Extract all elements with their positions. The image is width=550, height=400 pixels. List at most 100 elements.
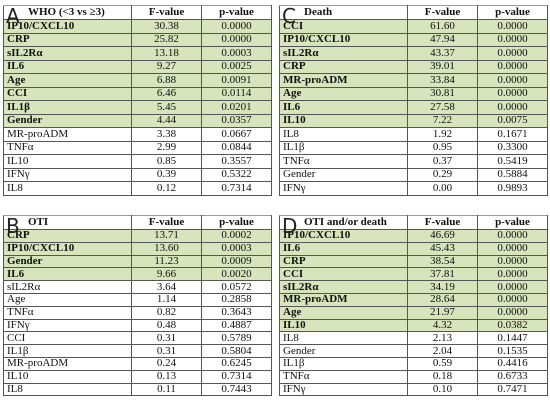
cell: 0.0075 bbox=[477, 113, 548, 128]
row: IL10 4.32 0.0382 bbox=[279, 318, 548, 333]
cell: 13.60 bbox=[131, 241, 202, 256]
cell: 21.97 bbox=[407, 305, 478, 320]
cell: IL6 bbox=[279, 100, 408, 115]
cell: 0.0572 bbox=[201, 280, 272, 294]
cell: 0.0000 bbox=[477, 86, 548, 101]
cell: 0.0382 bbox=[477, 318, 548, 333]
header-cell: p-value bbox=[477, 215, 548, 230]
cell: 7.22 bbox=[407, 113, 478, 128]
cell: 0.0000 bbox=[477, 46, 548, 61]
cell: 0.0000 bbox=[477, 267, 548, 282]
cell: sIL2Rα bbox=[279, 46, 408, 61]
cell: IP10/CXCL10 bbox=[279, 32, 408, 47]
cell: 0.0114 bbox=[201, 86, 272, 101]
cell: TNFα bbox=[279, 154, 408, 169]
cell: 0.0000 bbox=[201, 32, 272, 47]
cell: 39.01 bbox=[407, 59, 478, 74]
header-cell: p-value bbox=[201, 215, 272, 230]
header-cell: p-value bbox=[201, 5, 272, 20]
cell: IL1β bbox=[279, 140, 408, 155]
cell: 0.13 bbox=[131, 369, 202, 384]
cell: 1.14 bbox=[131, 292, 202, 307]
cell: TNFα bbox=[279, 369, 408, 384]
cell: 13.71 bbox=[131, 229, 202, 243]
cell: IL8 bbox=[3, 181, 132, 196]
row: CCI 6.46 0.0114 bbox=[3, 86, 272, 101]
cell: Age bbox=[279, 86, 408, 101]
header-cell: OTI bbox=[3, 215, 132, 230]
row: MR-proADM 33.84 0.0000 bbox=[279, 73, 548, 88]
header-cell: F-value bbox=[131, 215, 202, 230]
cell: 0.7314 bbox=[201, 369, 272, 384]
cell: CRP bbox=[279, 254, 408, 269]
row: sIL2Rα 43.37 0.0000 bbox=[279, 46, 548, 61]
cell: IP10/CXCL10 bbox=[3, 241, 132, 256]
cell: 0.85 bbox=[131, 154, 202, 169]
cell: CCI bbox=[279, 267, 408, 282]
row: IFNγ 0.00 0.9893 bbox=[279, 181, 548, 196]
cell: 0.0000 bbox=[477, 292, 548, 307]
panel: WHO (<3 vs ≥3) F-value p-value IP10/CXCL10 3… bbox=[3, 4, 272, 196]
cell: CRP bbox=[3, 32, 132, 47]
row: sIL2Rα 34.19 0.0000 bbox=[279, 280, 548, 294]
cell: IFNγ bbox=[279, 181, 408, 196]
cell: IL1β bbox=[279, 356, 408, 371]
cell: 0.0000 bbox=[477, 32, 548, 47]
cell: CRP bbox=[279, 59, 408, 74]
cell: 0.1535 bbox=[477, 344, 548, 358]
panel: Death F-value p-value CCI 61.60 0.0000 IP10/CX… bbox=[279, 4, 548, 196]
row: Gender 0.29 0.5884 bbox=[279, 167, 548, 182]
cell: 0.0003 bbox=[201, 241, 272, 256]
cell: 0.0002 bbox=[201, 229, 272, 243]
row: IL10 0.85 0.3557 bbox=[3, 154, 272, 169]
cell: IFNγ bbox=[3, 167, 132, 182]
cell: 13.18 bbox=[131, 46, 202, 61]
cell: 0.5322 bbox=[201, 167, 272, 182]
row: MR-proADM 3.38 0.0667 bbox=[3, 127, 272, 142]
cell: 0.18 bbox=[407, 369, 478, 384]
cell: IL8 bbox=[279, 331, 408, 346]
cell: 38.54 bbox=[407, 254, 478, 269]
cell: 3.64 bbox=[131, 280, 202, 294]
panel-letter: D bbox=[282, 214, 298, 238]
cell: sIL2Rα bbox=[3, 46, 132, 61]
cell: 0.6245 bbox=[201, 356, 272, 371]
panel: OTI and/or death F-value p-value IP10/CXCL1… bbox=[279, 214, 548, 397]
cell: 0.4416 bbox=[477, 356, 548, 371]
cell: 0.0020 bbox=[201, 267, 272, 282]
cell: IP10/CXCL10 bbox=[3, 19, 132, 34]
cell: CRP bbox=[3, 229, 132, 243]
cell: 0.59 bbox=[407, 356, 478, 371]
cell: 6.88 bbox=[131, 73, 202, 88]
row: TNFα 0.18 0.6733 bbox=[279, 369, 548, 384]
row: CCI 37.81 0.0000 bbox=[279, 267, 548, 282]
cell: sIL2Rα bbox=[279, 280, 408, 294]
row: IP10/CXCL10 46.69 0.0000 bbox=[279, 229, 548, 243]
cell: 0.0009 bbox=[201, 254, 272, 269]
header-cell: OTI and/or death bbox=[279, 215, 408, 230]
cell: 0.0201 bbox=[201, 100, 272, 115]
cell: CCI bbox=[279, 19, 408, 34]
header-row: OTI and/or death F-value p-value bbox=[279, 215, 548, 230]
table: OTI and/or death F-value p-value IP10/CXCL1… bbox=[279, 215, 548, 397]
row: IL8 1.92 0.1671 bbox=[279, 127, 548, 142]
cell: sIL2Rα bbox=[3, 280, 132, 294]
cell: 0.0000 bbox=[477, 59, 548, 74]
cell: 0.6733 bbox=[477, 369, 548, 384]
cell: 0.5804 bbox=[201, 344, 272, 358]
cell: 47.94 bbox=[407, 32, 478, 47]
cell: Gender bbox=[279, 344, 408, 358]
cell: 0.12 bbox=[131, 181, 202, 196]
cell: 0.31 bbox=[131, 331, 202, 346]
cell: Age bbox=[3, 292, 132, 307]
cell: 0.0000 bbox=[477, 100, 548, 115]
row: IP10/CXCL10 47.94 0.0000 bbox=[279, 32, 548, 47]
cell: IL1β bbox=[3, 100, 132, 115]
cell: 2.04 bbox=[407, 344, 478, 358]
row: IL1β 0.95 0.3300 bbox=[279, 140, 548, 155]
cell: 3.38 bbox=[131, 127, 202, 142]
cell: 2.99 bbox=[131, 140, 202, 155]
row: MR-proADM 0.24 0.6245 bbox=[3, 356, 272, 371]
row: IL8 0.12 0.7314 bbox=[3, 181, 272, 196]
cell: 46.69 bbox=[407, 229, 478, 243]
